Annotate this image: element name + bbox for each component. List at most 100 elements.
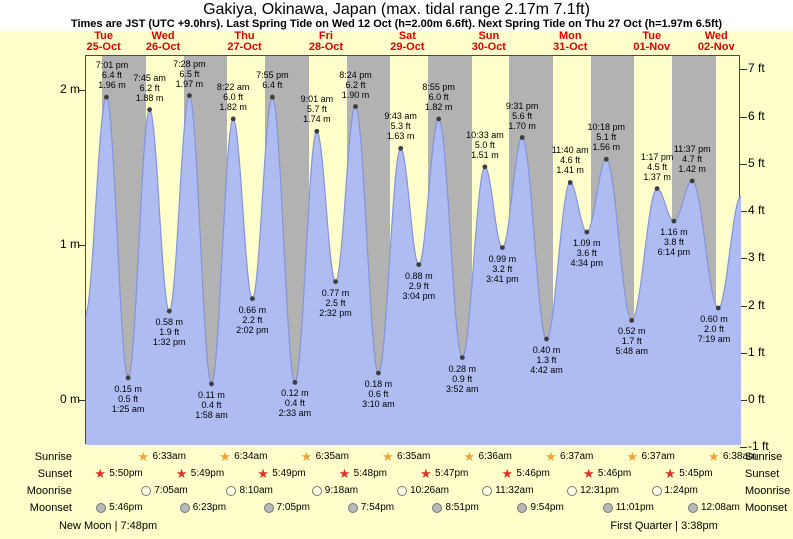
tide-point-dot	[567, 180, 573, 185]
tide-point-dot	[147, 107, 152, 112]
tide-point-dot	[689, 178, 695, 184]
moonrise-time: 10:26am	[410, 485, 449, 496]
moonset-icon	[432, 503, 443, 513]
tide-label-line: 3:04 pm	[402, 290, 436, 301]
sunset-icon: ★	[257, 466, 269, 481]
tide-point-label: 9:31 pm 5.6 ft 1.70 m	[493, 101, 551, 131]
tide-label-line: 2.9 ft	[408, 280, 429, 291]
sunset-time: 5:46pm	[516, 468, 550, 479]
tide-label-line: 1.3 ft	[536, 355, 557, 365]
moon-phase-label: First Quarter | 3:38pm	[610, 520, 718, 532]
tide-label-line: 4:34 pm	[570, 258, 604, 269]
tide-label-line: 4.6 ft	[560, 155, 581, 166]
tide-point-dot	[314, 128, 320, 134]
moonrise-icon	[567, 486, 578, 496]
day-label: Wed 26-Oct	[123, 31, 203, 53]
moonrise-time: 9:18am	[324, 485, 359, 496]
tide-label-line: 11:37 pm	[673, 143, 711, 154]
tide-label-line: 5.6 ft	[512, 110, 533, 121]
tide-point-dot	[353, 104, 358, 109]
tide-label-line: 8:22 am	[216, 81, 250, 92]
tide-label-line: 2:02 pm	[236, 324, 269, 335]
tide-label-line: 1.90 m	[341, 89, 370, 100]
sunrise-icon: ★	[382, 449, 394, 464]
tide-label-line: 0.5 ft	[118, 393, 139, 404]
tide-point-label: 1:17 pm 4.5 ft 1.37 m	[628, 152, 686, 182]
sunset-icon: ★	[175, 466, 188, 481]
sunrise-icon: ★	[707, 449, 720, 464]
tide-label-line: 9:01 am	[300, 94, 334, 105]
moonrise-icon	[141, 486, 152, 496]
tide-label-line: 0.12 m	[281, 388, 309, 399]
tide-label-line: 0.15 m	[114, 383, 142, 394]
sunrise-icon: ★	[463, 449, 476, 464]
tide-point-label: 0.52 m 1.7 ft 5:48 am	[603, 326, 661, 356]
tide-label-line: 2.5 ft	[325, 297, 346, 308]
y-axis-left-tick	[78, 245, 85, 246]
tide-point-label: 7:55 pm 6.4 ft	[243, 70, 301, 90]
tide-label-line: 10:18 pm	[587, 122, 626, 133]
tide-point-label: 8:24 pm 6.2 ft 1.90 m	[326, 70, 384, 100]
tide-point-label: 7:45 am 6.2 ft 1.88 m	[121, 73, 179, 103]
sunset-time: 5:48pm	[353, 468, 387, 479]
moonset-icon	[687, 503, 698, 513]
day-label: Wed 02-Nov	[676, 31, 756, 53]
tide-label-line: 3.6 ft	[576, 248, 597, 259]
day-date: 27-Oct	[227, 41, 262, 53]
sunrise-time: 6:33am	[152, 451, 186, 462]
tide-label-line: 3:41 pm	[486, 273, 519, 284]
tide-point-dot	[629, 318, 635, 323]
sunset-time: 5:49pm	[272, 468, 306, 479]
tide-label-line: 6:14 pm	[657, 247, 691, 258]
tide-label-line: 5.3 ft	[390, 121, 411, 132]
day-weekday: Wed	[704, 30, 728, 42]
tide-point-label: 11:37 pm 4.7 ft 1.42 m	[663, 144, 721, 174]
y-axis-right-tick	[740, 116, 747, 118]
tide-label-line: 1:17 pm	[640, 151, 674, 162]
tide-label-line: 10:33 am	[466, 129, 504, 140]
tide-label-line: 0.66 m	[238, 304, 267, 315]
y-axis-right-label: 5 ft	[748, 155, 765, 170]
tide-point-dot	[500, 245, 505, 251]
tide-point-label: 1.09 m 3.6 ft 4:34 pm	[558, 238, 616, 268]
moonrise-time: 7:05am	[154, 485, 188, 496]
tide-point-labels: 7:01 pm 6.4 ft 1.96 m 0.15 m 0.5 ft 1:25 am 7:…	[86, 56, 739, 443]
tide-label-line: 1.42 m	[678, 163, 706, 174]
moonset-time: 9:54pm	[530, 502, 564, 513]
tide-label-line: 4.5 ft	[647, 161, 668, 172]
day-date: 02-Nov	[697, 41, 735, 53]
day-weekday: Wed	[151, 30, 175, 42]
tide-label-line: 5:48 am	[615, 346, 648, 357]
tide-label-line: 1.9 ft	[159, 327, 180, 338]
sunset-icon: ★	[501, 466, 514, 481]
tide-label-line: 1.96 m	[98, 80, 126, 91]
y-axis-right-label: 1 ft	[748, 344, 765, 359]
tide-label-line: 2:33 am	[278, 408, 312, 419]
tide-label-line: 5.7 ft	[306, 104, 327, 115]
moonrise-time: 11:32am	[495, 485, 534, 496]
tide-point-label: 0.15 m 0.5 ft 1:25 am	[99, 384, 157, 414]
tide-label-line: 0.4 ft	[201, 399, 222, 410]
tide-label-line: 1:32 pm	[152, 337, 186, 348]
tide-point-label: 7:01 pm 6.4 ft 1.96 m	[83, 60, 141, 90]
tide-point-dot	[292, 380, 298, 385]
tide-point-dot	[104, 94, 109, 100]
tide-point-label: 8:55 pm 6.0 ft 1.82 m	[410, 82, 468, 112]
tide-label-line: 1.56 m	[592, 142, 621, 153]
tide-point-label: 9:43 am 5.3 ft 1.63 m	[372, 111, 430, 141]
tide-point-dot	[519, 135, 525, 140]
sunrise-icon: ★	[300, 449, 313, 464]
moonset-time: 7:05pm	[276, 502, 310, 513]
sunrise-time: 6:38am	[722, 451, 757, 462]
tide-point-dot	[654, 186, 660, 192]
tide-label-line: 4:42 am	[530, 365, 563, 375]
y-axis-left-tick	[78, 400, 85, 401]
tide-point-label: 9:01 am 5.7 ft 1.74 m	[288, 94, 346, 124]
moon-phase-label: New Moon | 7:48pm	[58, 520, 158, 532]
y-axis-left-label: 1 m	[59, 237, 80, 251]
moonset-icon	[263, 503, 274, 513]
tide-point-label: 0.88 m 2.9 ft 3:04 pm	[390, 271, 448, 301]
sunset-icon: ★	[338, 466, 351, 481]
y-axis-right-label: 6 ft	[748, 108, 765, 123]
tide-label-line: 7:19 am	[697, 334, 731, 344]
